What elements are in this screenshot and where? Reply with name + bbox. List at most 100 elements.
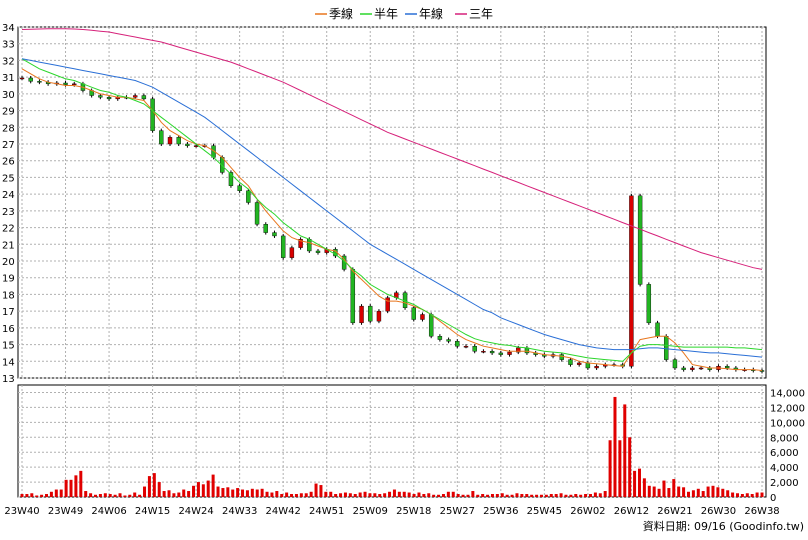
volume-bar — [505, 494, 509, 497]
legend-label: 年線 — [419, 6, 443, 21]
volume-bar — [495, 494, 499, 497]
candle — [585, 362, 591, 369]
candle — [594, 366, 599, 369]
volume-tick-label: 6,000 — [770, 448, 799, 459]
volume-bar — [559, 493, 563, 497]
volume-bar — [721, 488, 725, 497]
volume-bar — [549, 494, 553, 497]
price-tick-label: 29 — [2, 107, 15, 118]
candle — [37, 81, 42, 83]
volume-tick-label: 0 — [770, 493, 776, 504]
volume-bar — [397, 491, 401, 497]
volume-bar — [343, 492, 347, 497]
x-tick-label: 25W45 — [527, 506, 562, 517]
volume-bar — [211, 474, 215, 497]
volume-bar — [637, 468, 641, 497]
volume-bar — [290, 494, 294, 497]
volume-bar — [138, 494, 142, 497]
volume-bar — [339, 493, 343, 497]
volume-bar — [682, 487, 686, 497]
volume-tick-label: 2,000 — [770, 478, 799, 489]
volume-bar — [167, 490, 171, 497]
ma-year-line — [21, 58, 763, 358]
volume-bar — [143, 486, 147, 497]
volume-bar — [304, 493, 308, 497]
candle — [289, 247, 295, 258]
x-tick-label: 26W12 — [614, 506, 649, 517]
volume-bar — [89, 493, 93, 497]
candle — [185, 143, 190, 146]
candle — [455, 341, 460, 347]
price-tick-label: 30 — [2, 90, 15, 101]
volume-bar — [608, 440, 612, 497]
volume-bar — [628, 437, 632, 497]
volume-bar — [726, 490, 730, 497]
volume-bar — [40, 494, 44, 497]
footer-date: 資料日期: 09/16 (Goodinfo.tw) — [643, 519, 804, 533]
volume-bar — [182, 489, 186, 497]
candle — [246, 190, 251, 203]
candle — [629, 195, 634, 367]
x-tick-label: 24W33 — [222, 506, 257, 517]
candle — [272, 232, 277, 237]
x-axis: 23W40 23W49 24W06 24W15 24W24 24W33 24W42 24W51… — [4, 506, 779, 517]
volume-bar — [84, 491, 88, 497]
candle — [646, 284, 652, 324]
candle — [150, 98, 155, 131]
candle — [315, 250, 321, 253]
volume-bar — [201, 484, 205, 497]
volume-bar — [569, 494, 573, 497]
volume-bar — [285, 492, 289, 497]
volume-bar — [407, 492, 411, 497]
volume-bar — [216, 486, 220, 497]
volume-bar — [657, 488, 661, 497]
volume-bar — [363, 491, 367, 497]
volume-bar — [299, 493, 303, 497]
candle — [28, 77, 33, 82]
price-tick-label: 16 — [2, 324, 15, 335]
candle — [690, 367, 695, 370]
volume-bar — [402, 491, 406, 497]
legend-label: 季線 — [329, 6, 353, 21]
candle — [159, 130, 164, 145]
volume-bar — [319, 485, 323, 497]
x-tick-label: 26W02 — [570, 506, 605, 517]
price-tick-label: 32 — [2, 56, 15, 67]
price-tick-label: 22 — [2, 224, 15, 235]
x-tick-label: 25W36 — [483, 506, 518, 517]
volume-tick-label: 14,000 — [770, 388, 805, 399]
volume-bar — [241, 489, 245, 497]
volume-bar — [706, 486, 710, 497]
volume-bar — [309, 491, 313, 497]
volume-bar — [294, 494, 298, 497]
volume-bar — [329, 491, 333, 497]
legend-label: 三年 — [469, 7, 493, 21]
volume-bar — [461, 494, 465, 497]
candle — [576, 362, 582, 365]
x-tick-label: 24W06 — [91, 506, 126, 517]
volume-bar — [113, 494, 117, 497]
legend-label: 半年 — [374, 7, 398, 21]
candle — [368, 305, 373, 322]
candle — [263, 224, 268, 233]
candle — [446, 339, 451, 342]
volume-bar — [128, 494, 132, 497]
x-tick-label: 23W40 — [4, 506, 39, 517]
volume-bar — [64, 479, 68, 497]
volume-bar — [740, 494, 744, 497]
candle — [516, 347, 521, 353]
x-tick-label: 26W30 — [701, 506, 736, 517]
volume-bar — [437, 494, 441, 497]
x-tick-label: 25W27 — [440, 506, 475, 517]
volume-bar — [579, 494, 583, 497]
candle — [481, 351, 486, 353]
price-tick-label: 13 — [2, 374, 15, 385]
candle — [376, 310, 382, 322]
volume-bar — [192, 485, 196, 497]
candle — [298, 239, 303, 248]
volume-bar — [54, 489, 58, 497]
volume-bar — [177, 492, 181, 497]
volume-panel: 0 2,000 4,000 6,000 8,000 10,000 12,000 14,000 — [17, 384, 805, 504]
volume-bar — [231, 489, 235, 497]
price-tick-label: 23 — [2, 207, 15, 218]
